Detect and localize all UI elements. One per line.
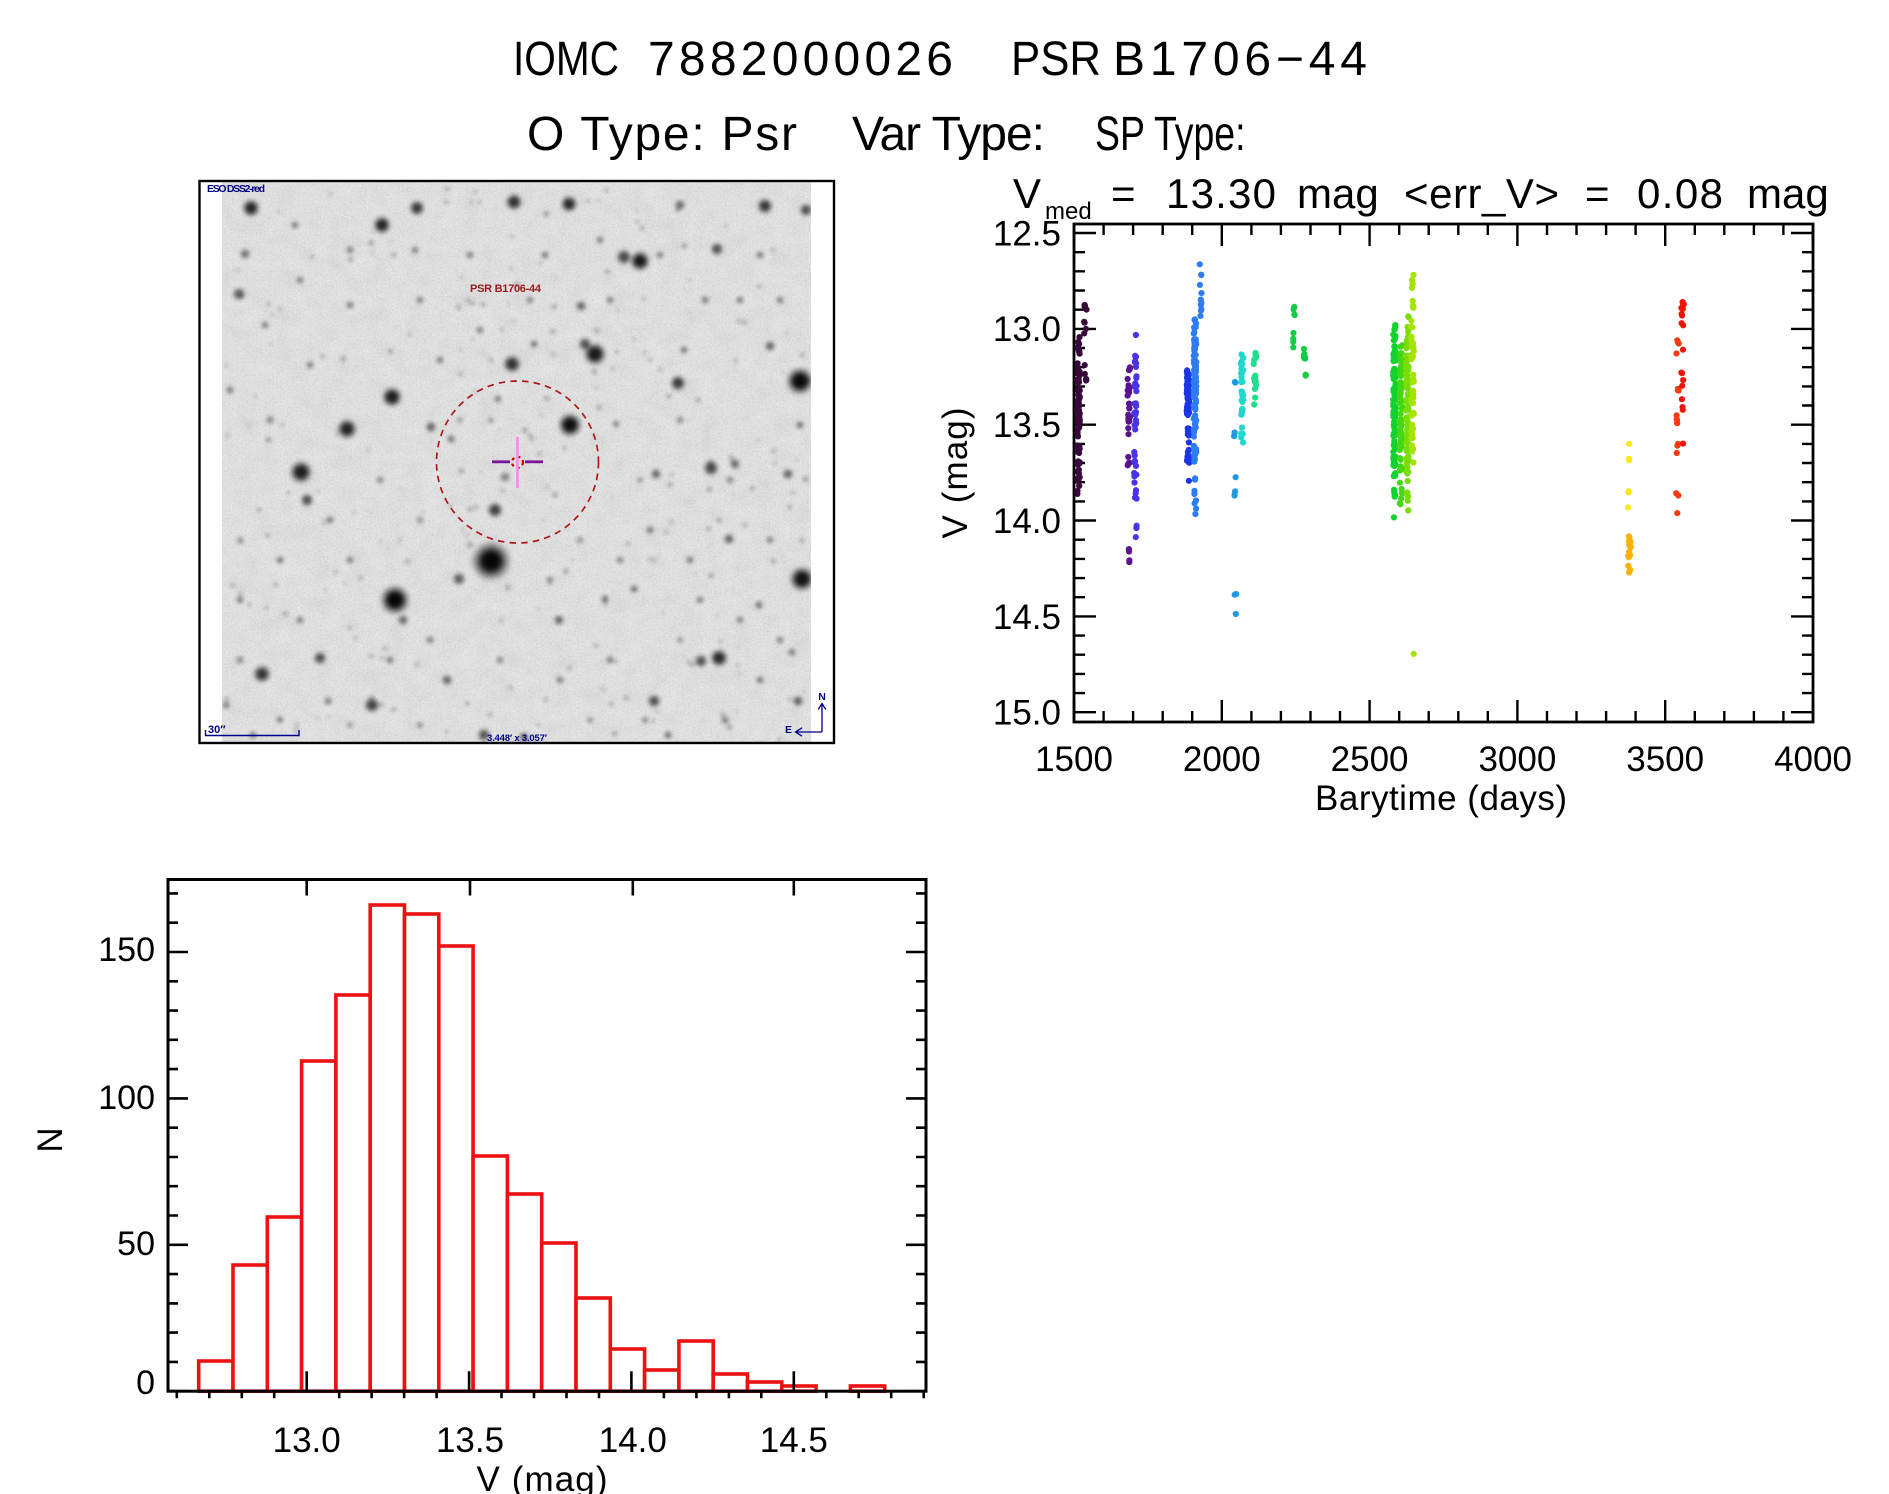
svg-text:3.448′ x 3.057′: 3.448′ x 3.057′	[487, 733, 548, 744]
svg-text:12.5: 12.5	[993, 214, 1061, 253]
svg-text:3500: 3500	[1626, 740, 1704, 779]
svg-text:O Type: Psr: O Type: Psr	[527, 108, 797, 161]
svg-text:ESO DSS2-red: ESO DSS2-red	[207, 183, 265, 195]
svg-text:PSR B1706-44: PSR B1706-44	[470, 283, 542, 295]
svg-text:mag: mag	[1747, 170, 1829, 217]
svg-text:50: 50	[117, 1225, 155, 1263]
svg-text:13.30: 13.30	[1166, 170, 1276, 217]
svg-text:13.5: 13.5	[436, 1421, 504, 1460]
svg-text:14.5: 14.5	[760, 1421, 828, 1460]
svg-text:Barytime (days): Barytime (days)	[1315, 779, 1567, 818]
svg-text:13.0: 13.0	[273, 1421, 341, 1460]
svg-text:mag: mag	[1297, 170, 1379, 217]
svg-text:14.0: 14.0	[993, 502, 1061, 541]
svg-text:14.5: 14.5	[993, 598, 1061, 637]
svg-text:V: V	[1013, 170, 1041, 217]
svg-text:N: N	[31, 1127, 70, 1152]
svg-text:med: med	[1045, 198, 1092, 225]
svg-text:1500: 1500	[1035, 740, 1113, 779]
svg-text:IOMC: IOMC	[513, 33, 619, 86]
svg-text:SP Type:: SP Type:	[1095, 108, 1246, 162]
svg-text:150: 150	[98, 931, 155, 969]
svg-text:E: E	[785, 724, 792, 736]
svg-text:=: =	[1585, 170, 1610, 217]
svg-text:13.5: 13.5	[993, 406, 1061, 445]
svg-text:15.0: 15.0	[993, 694, 1061, 733]
svg-text:4000: 4000	[1774, 740, 1852, 779]
svg-text:Var Type:: Var Type:	[852, 108, 1045, 161]
svg-text:14.0: 14.0	[599, 1421, 667, 1460]
svg-text:2500: 2500	[1331, 740, 1409, 779]
svg-text:13.0: 13.0	[993, 310, 1061, 349]
svg-text:30″: 30″	[208, 724, 226, 736]
svg-text:3000: 3000	[1478, 740, 1556, 779]
svg-text:100: 100	[98, 1079, 155, 1117]
svg-text:V (mag): V (mag)	[936, 408, 975, 539]
svg-text:N: N	[818, 691, 826, 703]
svg-text:=: =	[1111, 170, 1136, 217]
svg-text:0: 0	[136, 1364, 155, 1402]
svg-text:<err_V>: <err_V>	[1404, 170, 1559, 217]
svg-text:PSR: PSR	[1011, 31, 1101, 85]
svg-text:0.08: 0.08	[1637, 170, 1723, 217]
svg-text:2000: 2000	[1183, 740, 1261, 779]
svg-text:V (mag): V (mag)	[477, 1460, 608, 1494]
